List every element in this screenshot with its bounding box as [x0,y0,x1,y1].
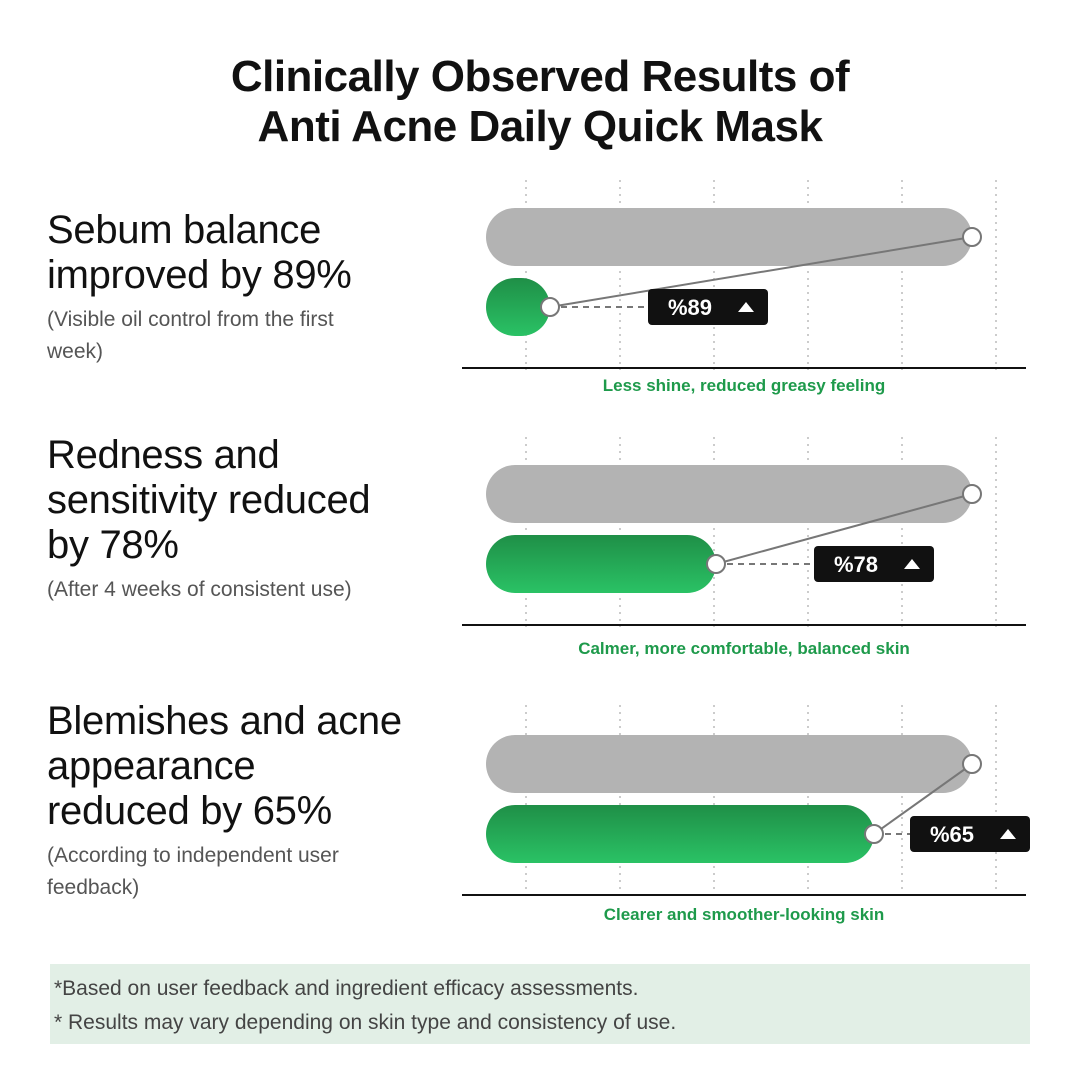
result-chart: %78 [462,437,1026,627]
result-marker [540,297,560,317]
baseline-bar [486,465,972,523]
label-line: Redness and [47,433,280,477]
label-line: reduced by 65% [47,789,332,833]
connector-line [549,236,973,308]
title-line-2: Anti Acne Daily Quick Mask [257,102,823,151]
result-section-blemishes: Blemishes and acne appearance reduced by… [0,699,1080,965]
footnote-box: *Based on user feedback and ingredient e… [50,964,1030,1044]
result-caption: Calmer, more comfortable, balanced skin [578,639,910,658]
label-line: Sebum balance [47,208,322,252]
result-section-redness: Redness and sensitivity reduced by 78% (… [0,433,1080,697]
up-triangle-icon [1000,829,1016,839]
result-label: Redness and sensitivity reduced by 78% (… [47,433,447,606]
connector-line [873,763,973,835]
title-line-1: Clinically Observed Results of [230,52,850,101]
result-bar [486,805,874,863]
value-badge [814,546,934,582]
baseline-marker [962,484,982,504]
result-note: (According to independent user feedback) [47,844,339,899]
result-chart: %65 [462,705,1030,896]
badge-value: %89 [668,295,712,320]
result-marker [706,554,726,574]
result-note: (After 4 weeks of consistent use) [47,578,352,601]
footnote-line: * Results may vary depending on skin typ… [54,1011,677,1034]
baseline-marker [962,227,982,247]
result-note: (Visible oil control from the first week… [47,308,334,363]
baseline-marker [962,754,982,774]
result-label: Sebum balance improved by 89% (Visible o… [47,208,447,368]
result-caption: Clearer and smoother-looking skin [603,905,885,924]
page-title: Clinically Observed Results of Anti Acne… [0,52,1080,152]
label-line: Blemishes and acne [47,699,402,743]
badge-value: %78 [834,552,878,577]
label-line: improved by 89% [47,253,352,297]
result-label: Blemishes and acne appearance reduced by… [47,699,447,904]
connector-line [715,493,973,565]
label-line: by 78% [47,523,179,567]
result-section-sebum: Sebum balance improved by 89% (Visible o… [0,180,1080,440]
baseline-bar [486,208,972,266]
badge-value: %65 [930,822,974,847]
result-bar [486,278,550,336]
result-bar [486,535,716,593]
value-badge [910,816,1030,852]
up-triangle-icon [904,559,920,569]
value-badge [648,289,768,325]
footnote-line: *Based on user feedback and ingredient e… [54,977,639,1000]
result-caption: Less shine, reduced greasy feeling [602,376,886,395]
up-triangle-icon [738,302,754,312]
label-line: sensitivity reduced [47,478,371,522]
baseline-bar [486,735,972,793]
label-line: appearance [47,744,256,788]
result-chart: %89 [462,180,1026,370]
result-marker [864,824,884,844]
